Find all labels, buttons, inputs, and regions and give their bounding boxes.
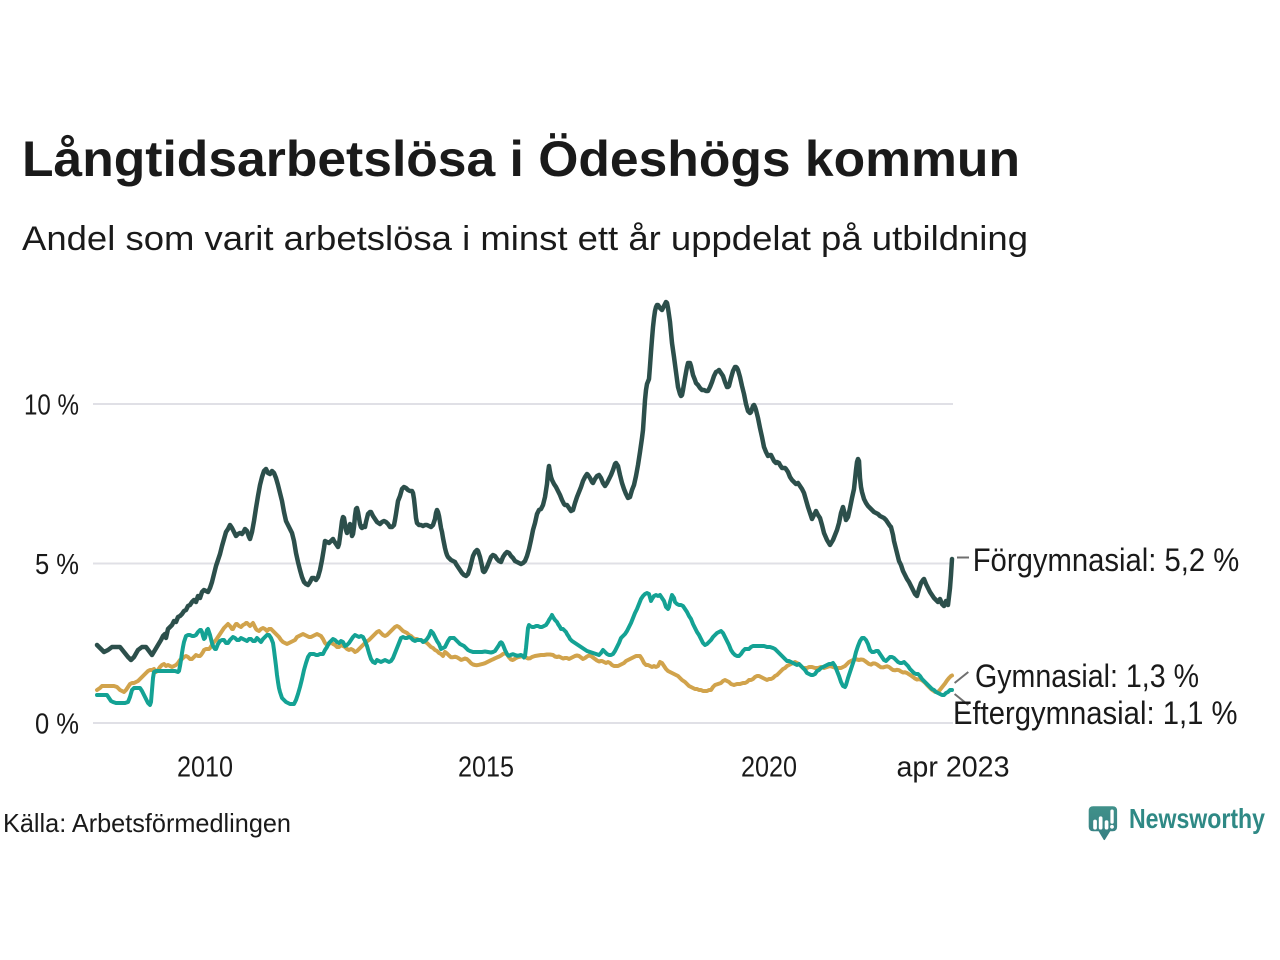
svg-text:Förgymnasial: 5,2 %: Förgymnasial: 5,2 % [973, 542, 1240, 578]
svg-text:2020: 2020 [741, 752, 797, 784]
svg-text:Andel som varit arbetslösa i m: Andel som varit arbetslösa i minst ett å… [22, 220, 1028, 258]
svg-text:5 %: 5 % [35, 549, 79, 581]
svg-text:0 %: 0 % [35, 709, 79, 741]
svg-text:Eftergymnasial: 1,1 %: Eftergymnasial: 1,1 % [953, 695, 1238, 731]
svg-text:Gymnasial: 1,3 %: Gymnasial: 1,3 % [975, 658, 1199, 694]
svg-text:Långtidsarbetslösa i Ödeshögs: Långtidsarbetslösa i Ödeshögs kommun [22, 131, 1020, 187]
svg-text:Newsworthy: Newsworthy [1129, 803, 1265, 834]
svg-text:Källa: Arbetsförmedlingen: Källa: Arbetsförmedlingen [3, 808, 291, 838]
svg-text:2010: 2010 [177, 752, 233, 784]
svg-text:apr 2023: apr 2023 [897, 752, 1010, 784]
svg-text:10 %: 10 % [24, 390, 79, 422]
svg-text:2015: 2015 [458, 752, 514, 784]
